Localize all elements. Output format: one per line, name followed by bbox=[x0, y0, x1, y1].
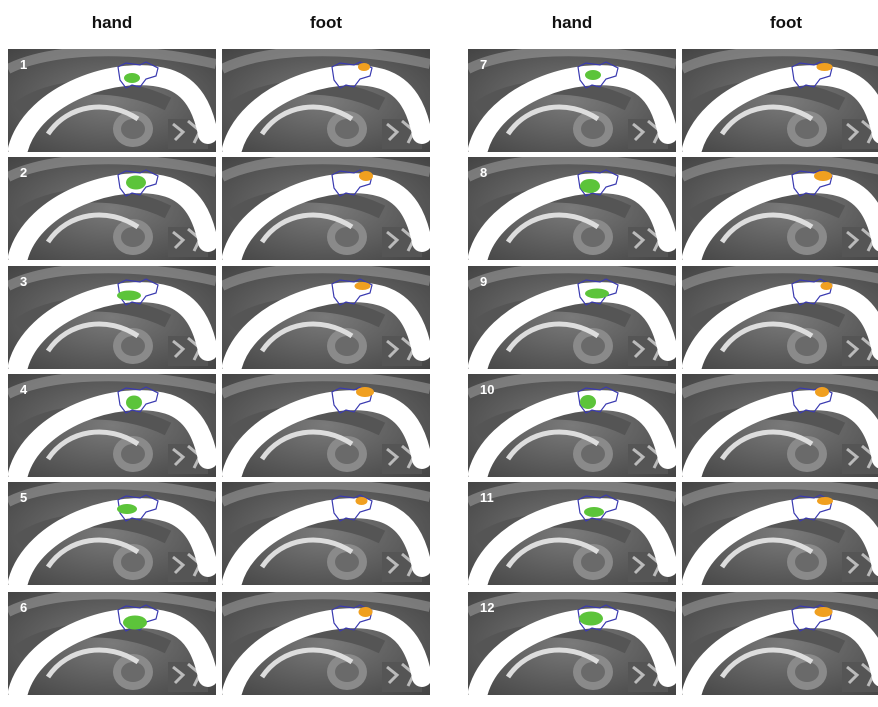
hand-panel: 12 bbox=[468, 592, 676, 695]
foot-activation bbox=[356, 497, 368, 505]
hand-activation bbox=[585, 70, 601, 80]
subject-number: 6 bbox=[20, 600, 27, 615]
foot-panel bbox=[682, 374, 878, 477]
foot-activation bbox=[358, 63, 370, 71]
foot-panel bbox=[222, 266, 430, 369]
subject-number: 1 bbox=[20, 57, 27, 72]
brain-image bbox=[682, 157, 878, 260]
brain-image bbox=[682, 374, 878, 477]
brain-image bbox=[468, 157, 676, 260]
brain-image bbox=[682, 49, 878, 152]
brain-image bbox=[8, 592, 216, 695]
brain-image bbox=[222, 266, 430, 369]
hand-panel: 7 bbox=[468, 49, 676, 152]
brain-image bbox=[468, 592, 676, 695]
brain-image bbox=[8, 49, 216, 152]
brain-image bbox=[222, 49, 430, 152]
foot-activation bbox=[359, 607, 373, 617]
brain-image bbox=[222, 482, 430, 585]
foot-activation bbox=[817, 497, 833, 505]
brain-image bbox=[682, 592, 878, 695]
hand-activation bbox=[124, 73, 140, 83]
brain-image bbox=[468, 482, 676, 585]
subject-number: 5 bbox=[20, 490, 27, 505]
hand-panel: 9 bbox=[468, 266, 676, 369]
brain-image bbox=[222, 592, 430, 695]
brain-image bbox=[222, 374, 430, 477]
brain-image bbox=[222, 157, 430, 260]
subject-number: 2 bbox=[20, 165, 27, 180]
foot-activation bbox=[359, 171, 373, 181]
foot-panel bbox=[222, 49, 430, 152]
brain-image bbox=[8, 266, 216, 369]
brain-image bbox=[468, 266, 676, 369]
foot-panel bbox=[682, 157, 878, 260]
brain-image bbox=[682, 482, 878, 585]
brain-image bbox=[8, 374, 216, 477]
hand-panel: 8 bbox=[468, 157, 676, 260]
foot-panel bbox=[222, 592, 430, 695]
figure: handfoothandfoot123456789101112 bbox=[0, 0, 878, 707]
hand-activation bbox=[117, 504, 137, 514]
foot-activation bbox=[815, 387, 829, 397]
brain-image bbox=[8, 157, 216, 260]
brain-image bbox=[468, 374, 676, 477]
hand-panel: 2 bbox=[8, 157, 216, 260]
hand-panel: 3 bbox=[8, 266, 216, 369]
hand-activation bbox=[585, 289, 609, 299]
subject-number: 8 bbox=[480, 165, 487, 180]
foot-panel bbox=[682, 482, 878, 585]
hand-activation bbox=[126, 396, 142, 410]
hand-activation bbox=[584, 507, 604, 517]
page: handfoothandfoot123456789101112 (() => {… bbox=[0, 0, 878, 707]
subject-number: 4 bbox=[20, 382, 28, 397]
subject-number: 11 bbox=[480, 490, 494, 505]
hand-activation bbox=[580, 395, 596, 409]
foot-activation bbox=[356, 387, 374, 397]
hand-panel: 6 bbox=[8, 592, 216, 695]
hand-activation bbox=[126, 176, 146, 190]
column-header: foot bbox=[310, 13, 342, 32]
column-header: hand bbox=[92, 13, 133, 32]
subject-number: 3 bbox=[20, 274, 27, 289]
foot-panel bbox=[222, 482, 430, 585]
column-header: foot bbox=[770, 13, 802, 32]
brain-image bbox=[468, 49, 676, 152]
foot-activation bbox=[355, 282, 371, 290]
subject-number: 10 bbox=[480, 382, 494, 397]
subject-number: 12 bbox=[480, 600, 494, 615]
foot-activation bbox=[815, 607, 833, 617]
column-header: hand bbox=[552, 13, 593, 32]
subject-number: 7 bbox=[480, 57, 487, 72]
foot-panel bbox=[222, 157, 430, 260]
brain-image bbox=[682, 266, 878, 369]
foot-activation bbox=[821, 282, 833, 290]
hand-activation bbox=[579, 612, 603, 626]
hand-panel: 1 bbox=[8, 49, 216, 152]
hand-activation bbox=[117, 291, 141, 301]
foot-activation bbox=[817, 63, 833, 71]
brain-image bbox=[8, 482, 216, 585]
foot-activation bbox=[814, 171, 832, 181]
foot-panel bbox=[682, 49, 878, 152]
foot-panel bbox=[222, 374, 430, 477]
hand-panel: 4 bbox=[8, 374, 216, 477]
hand-panel: 11 bbox=[468, 482, 676, 585]
hand-activation bbox=[580, 179, 600, 193]
hand-panel: 5 bbox=[8, 482, 216, 585]
foot-panel bbox=[682, 592, 878, 695]
foot-panel bbox=[682, 266, 878, 369]
subject-number: 9 bbox=[480, 274, 487, 289]
hand-panel: 10 bbox=[468, 374, 676, 477]
hand-activation bbox=[123, 616, 147, 630]
